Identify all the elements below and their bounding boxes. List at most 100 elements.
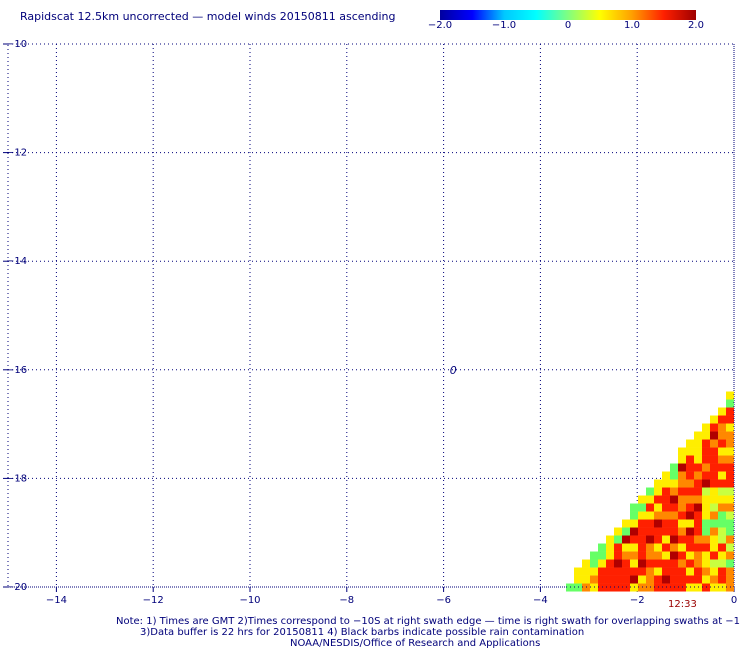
swath-pixel <box>670 479 678 488</box>
color-scale-step <box>656 10 658 20</box>
swath-pixel <box>646 567 654 576</box>
color-scale-step <box>538 10 540 20</box>
swath-pixel <box>622 519 630 528</box>
color-scale-step <box>536 10 538 20</box>
color-scale-step <box>622 10 624 20</box>
swath-pixel <box>614 583 622 592</box>
color-scale-step <box>458 10 460 20</box>
color-scale-step <box>691 10 693 20</box>
swath-pixel <box>670 527 678 536</box>
swath-pixel <box>686 447 694 456</box>
swath-pixel <box>646 535 654 544</box>
swath-pixel <box>726 495 734 504</box>
y-tick-label: −20 <box>6 582 27 593</box>
swath-pixel <box>718 495 726 504</box>
color-scale-step <box>684 10 686 20</box>
swath-pixel <box>686 519 694 528</box>
swath-pixel <box>678 535 686 544</box>
swath-pixel <box>678 447 686 456</box>
swath-pixel <box>678 519 686 528</box>
swath-pixel <box>646 527 654 536</box>
swath-pixel <box>670 519 678 528</box>
color-scale-step <box>665 10 667 20</box>
swath-pixel <box>710 567 718 576</box>
color-scale-step <box>486 10 488 20</box>
color-scale-step <box>669 10 671 20</box>
swath-pixel <box>702 583 710 592</box>
swath-pixel <box>702 455 710 464</box>
color-scale-step <box>648 10 650 20</box>
swath-pixel <box>726 551 734 560</box>
swath-pixel <box>718 455 726 464</box>
swath-pixel <box>630 543 638 552</box>
swath-pixel <box>702 471 710 480</box>
color-scale-step <box>630 10 632 20</box>
color-scale-step <box>471 10 473 20</box>
swath-pixel <box>686 439 694 448</box>
swath-pixel <box>646 487 654 496</box>
color-scale-step <box>472 10 474 20</box>
color-scale-step <box>569 10 571 20</box>
swath-pixel <box>606 567 614 576</box>
swath-pixel <box>686 463 694 472</box>
swath-pixel <box>662 519 670 528</box>
swath-pixel <box>654 487 662 496</box>
swath-pixel <box>654 583 662 592</box>
color-scale-step <box>639 10 641 20</box>
color-scale-bar <box>440 10 696 20</box>
color-scale-step <box>579 10 581 20</box>
swath-pixel <box>726 503 734 512</box>
swath-pixel <box>630 511 638 520</box>
color-scale-step <box>529 10 531 20</box>
swath-pixel <box>726 543 734 552</box>
swath-pixel <box>726 511 734 520</box>
swath-pixel <box>694 559 702 568</box>
swath-pixel <box>630 583 638 592</box>
color-scale-step <box>470 10 472 20</box>
color-scale-step <box>573 10 575 20</box>
color-scale-step <box>446 10 448 20</box>
swath-timestamp: 12:33 <box>668 599 697 610</box>
swath-pixel <box>702 431 710 440</box>
color-scale-step <box>512 10 514 20</box>
swath-pixel <box>678 495 686 504</box>
color-scale-step <box>672 10 674 20</box>
color-scale-step <box>580 10 582 20</box>
color-scale-step <box>494 10 496 20</box>
color-scale-step <box>491 10 493 20</box>
swath-pixel <box>710 439 718 448</box>
color-scale-step <box>450 10 452 20</box>
swath-pixel <box>670 559 678 568</box>
color-scale-step <box>460 10 462 20</box>
swath-pixel <box>638 559 646 568</box>
swath-pixel <box>598 551 606 560</box>
color-scale-step <box>522 10 524 20</box>
color-scale-step <box>646 10 648 20</box>
swath-pixel <box>670 503 678 512</box>
color-scale-step <box>615 10 617 20</box>
swath-pixel <box>726 423 734 432</box>
y-tick-label: −12 <box>6 148 27 159</box>
x-tick-label: 0 <box>731 595 737 606</box>
color-scale-step <box>457 10 459 20</box>
swath-pixel <box>718 559 726 568</box>
swath-pixel <box>686 575 694 584</box>
color-scale-step <box>459 10 461 20</box>
color-scale-step <box>441 10 443 20</box>
swath-pixel <box>662 471 670 480</box>
swath-pixel <box>686 511 694 520</box>
swath-pixel <box>686 567 694 576</box>
swath-pixel <box>654 567 662 576</box>
swath-pixel <box>654 551 662 560</box>
y-tick-label: −16 <box>6 365 27 376</box>
color-scale-step <box>511 10 513 20</box>
swath-pixel <box>718 519 726 528</box>
color-scale-step <box>619 10 621 20</box>
swath-pixel <box>662 503 670 512</box>
x-tick-label: −6 <box>436 595 451 606</box>
swath-pixel <box>622 535 630 544</box>
swath-pixel <box>710 535 718 544</box>
swath-pixel <box>726 567 734 576</box>
color-scale-step <box>643 10 645 20</box>
